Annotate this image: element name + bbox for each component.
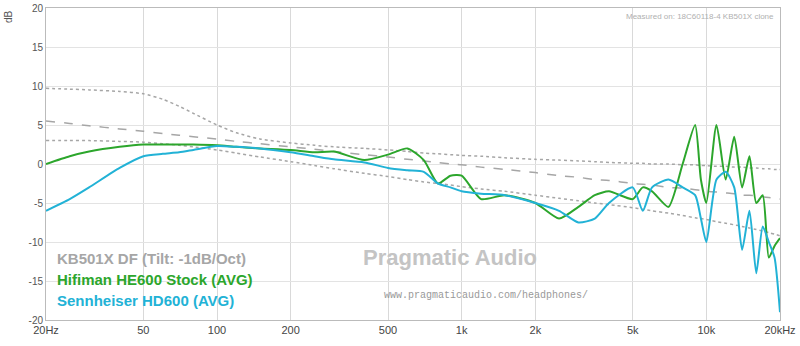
svg-text:Hifiman HE600 Stock (AVG): Hifiman HE600 Stock (AVG) xyxy=(57,271,253,288)
svg-text:10: 10 xyxy=(32,81,44,92)
svg-text:KB501X DF (Tilt: -1dB/Oct): KB501X DF (Tilt: -1dB/Oct) xyxy=(57,250,246,267)
svg-text:200: 200 xyxy=(281,324,299,336)
svg-text:1k: 1k xyxy=(456,324,468,336)
svg-text:15: 15 xyxy=(32,42,44,53)
svg-text:Pragmatic Audio: Pragmatic Audio xyxy=(363,245,537,270)
svg-text:www.pragmaticaudio.com/headpho: www.pragmaticaudio.com/headphones/ xyxy=(384,290,588,301)
svg-text:100: 100 xyxy=(208,324,226,336)
svg-text:20kHz: 20kHz xyxy=(764,324,795,336)
svg-text:-5: -5 xyxy=(34,198,43,209)
svg-text:20Hz: 20Hz xyxy=(33,324,59,336)
svg-text:-15: -15 xyxy=(29,276,44,287)
svg-text:5: 5 xyxy=(37,120,43,131)
svg-text:500: 500 xyxy=(379,324,397,336)
svg-text:50: 50 xyxy=(137,324,149,336)
svg-text:20: 20 xyxy=(32,3,44,14)
svg-text:-20: -20 xyxy=(29,315,44,326)
svg-text:0: 0 xyxy=(37,159,43,170)
svg-text:dB: dB xyxy=(3,10,14,23)
svg-text:-10: -10 xyxy=(29,237,44,248)
svg-text:2k: 2k xyxy=(530,324,542,336)
svg-text:Measured on: 18C60118-4 KB501X: Measured on: 18C60118-4 KB501X clone xyxy=(626,12,774,21)
svg-text:Sennheiser HD600 (AVG): Sennheiser HD600 (AVG) xyxy=(57,292,234,309)
svg-text:5k: 5k xyxy=(627,324,639,336)
svg-text:10k: 10k xyxy=(697,324,715,336)
